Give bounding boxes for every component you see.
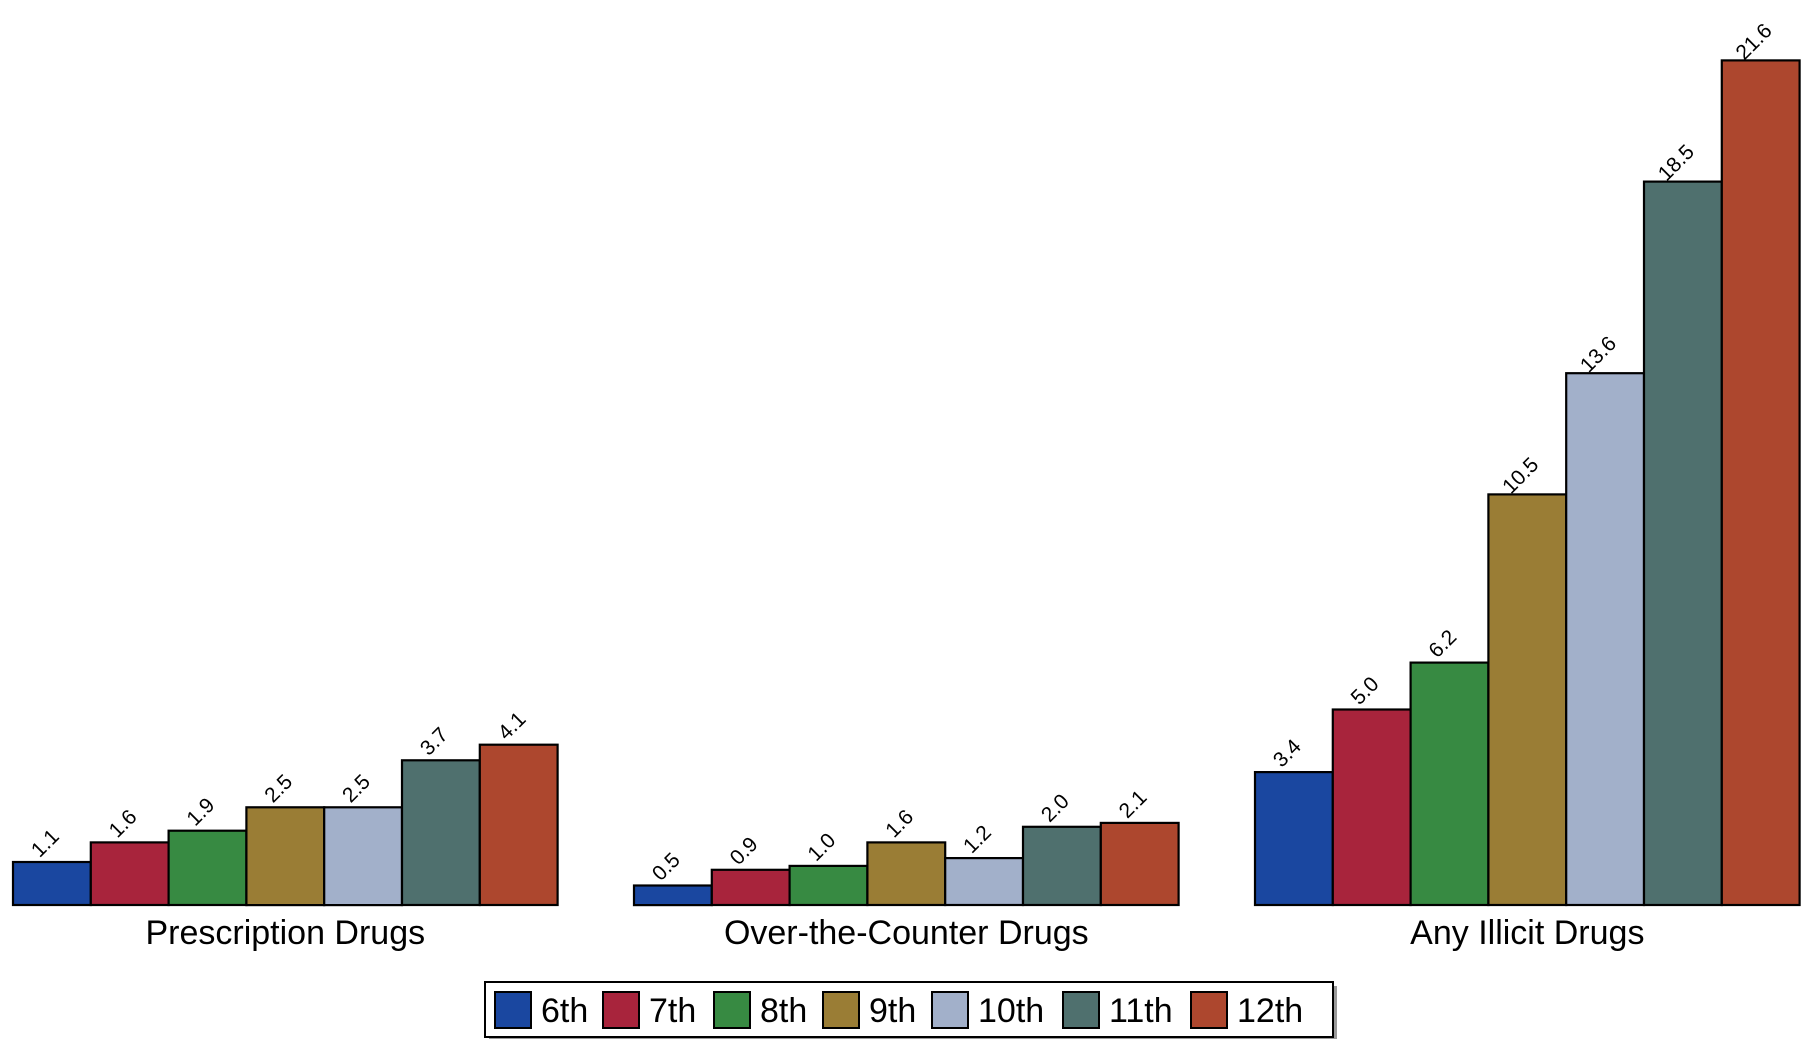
bar [1021, 825, 1102, 907]
legend-label: 7th [649, 992, 696, 1030]
data-label: 1.6 [881, 805, 918, 842]
legend-swatch [1062, 991, 1100, 1029]
legend-item: 12th [1190, 991, 1303, 1030]
legend-label: 9th [869, 992, 916, 1030]
legend-swatch [822, 991, 860, 1029]
bar [632, 884, 713, 907]
bar [1565, 372, 1646, 907]
legend-item: 9th [822, 991, 916, 1030]
bar [245, 806, 326, 907]
data-label: 0.9 [726, 833, 763, 870]
category-label: Prescription Drugs [145, 914, 425, 952]
bar [1099, 821, 1180, 907]
legend-item: 11th [1062, 991, 1173, 1030]
legend-label: 8th [760, 992, 807, 1030]
data-label: 6.2 [1424, 626, 1461, 663]
data-label: 5.0 [1347, 672, 1384, 709]
data-label: 1.6 [105, 805, 142, 842]
data-label: 21.6 [1732, 19, 1777, 64]
legend-swatch [1190, 991, 1228, 1029]
bar [710, 868, 791, 907]
legend: 6th 7th 8th 9th 10th 11th 12th [484, 981, 1337, 1039]
data-label: 18.5 [1654, 140, 1699, 185]
bar-group: 1.1 1.6 1.9 2.5 2.5 3.7 4.1 Prescription Drugs [11, 708, 559, 952]
bar [1253, 770, 1334, 907]
data-label: 2.5 [260, 770, 297, 807]
legend-item: 8th [713, 991, 807, 1030]
legend-swatch [602, 991, 640, 1029]
bar [1487, 493, 1568, 907]
bar [89, 841, 170, 907]
data-label: 2.1 [1115, 786, 1152, 823]
legend-swatch [931, 991, 969, 1029]
bar [1720, 59, 1801, 907]
data-label: 1.2 [959, 821, 996, 858]
legend-item: 7th [602, 991, 696, 1030]
bar-group: 3.4 5.0 6.2 10.5 13.6 18.5 21.6 Any Illicit Dru… [1253, 19, 1801, 952]
legend-item: 10th [931, 991, 1044, 1030]
data-label: 2.5 [338, 770, 375, 807]
legend-label: 12th [1237, 992, 1303, 1030]
data-label: 13.6 [1576, 332, 1621, 377]
legend-label: 11th [1109, 992, 1173, 1030]
bar [1331, 708, 1412, 907]
legend-swatch [713, 991, 751, 1029]
category-label: Any Illicit Drugs [1410, 914, 1644, 952]
bar [478, 743, 559, 907]
legend-swatch [494, 991, 532, 1029]
legend-item: 6th [494, 991, 588, 1030]
data-label: 1.1 [27, 825, 64, 862]
data-label: 0.5 [648, 848, 685, 885]
bar [323, 806, 404, 907]
category-label: Over-the-Counter Drugs [724, 914, 1089, 952]
bar [11, 860, 92, 907]
data-label: 3.7 [416, 723, 453, 760]
bar [788, 864, 869, 907]
bar-group: 0.5 0.9 1.0 1.6 1.2 2.0 2.1 Over-the-Counter Dr… [632, 786, 1180, 952]
bar [1409, 661, 1490, 907]
bar [866, 841, 947, 907]
bar [1642, 180, 1723, 907]
data-label: 10.5 [1498, 453, 1543, 498]
data-label: 3.4 [1269, 735, 1306, 772]
bar [167, 829, 248, 907]
bar [400, 759, 481, 907]
bar [944, 856, 1025, 907]
data-label: 1.0 [803, 829, 840, 866]
legend-label: 10th [978, 992, 1044, 1030]
legend-label: 6th [541, 992, 588, 1030]
data-label: 1.9 [182, 794, 219, 831]
data-label: 4.1 [494, 708, 531, 745]
bar-groups: 1.1 1.6 1.9 2.5 2.5 3.7 4.1 Prescription Drugs 0… [11, 19, 1801, 952]
data-label: 2.0 [1037, 790, 1074, 827]
